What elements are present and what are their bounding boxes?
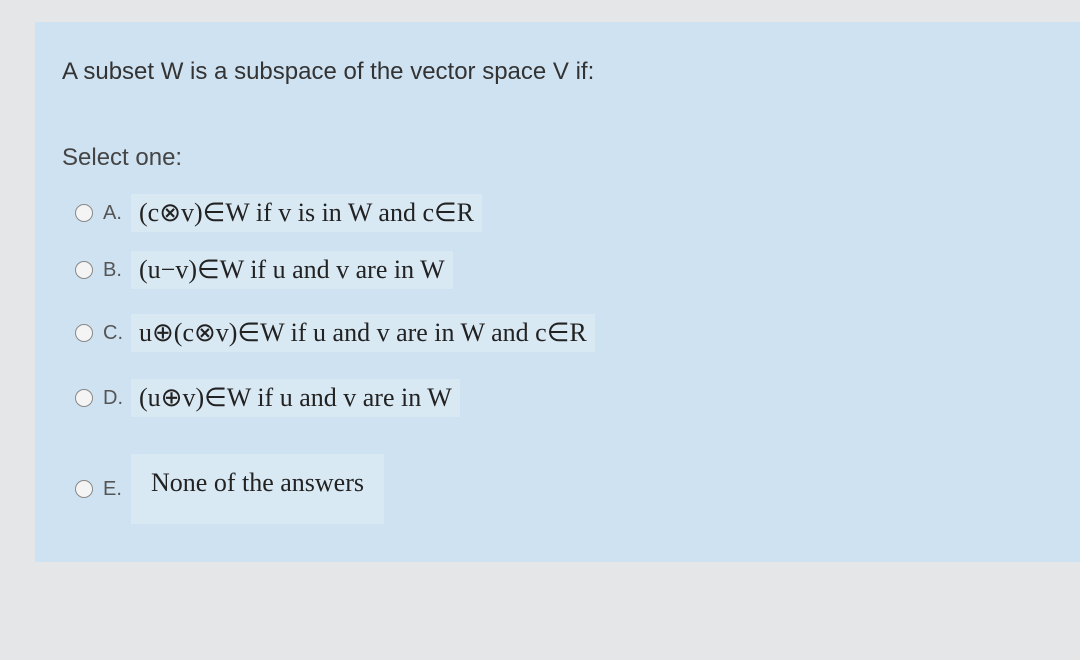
option-letter: B. — [103, 258, 122, 281]
radio-button[interactable] — [75, 324, 93, 342]
option[interactable]: E. None of the answers — [75, 454, 384, 524]
option[interactable]: D. (u⊕v)∈W if u and v are in W — [75, 379, 460, 417]
question-panel: A subset W is a subspace of the vector s… — [35, 22, 1080, 562]
radio-button[interactable] — [75, 389, 93, 407]
question-text: A subset W is a subspace of the vector s… — [62, 58, 595, 85]
option-letter: A. — [103, 201, 122, 224]
option-letter: C. — [103, 321, 123, 344]
prompt-text: Select one: — [62, 144, 183, 171]
option-text: u⊕(c⊗v)∈W if u and v are in W and c∈R — [131, 314, 595, 352]
option[interactable]: A. (c⊗v)∈W if v is in W and c∈R — [75, 194, 482, 232]
option-text: (u−v)∈W if u and v are in W — [131, 251, 453, 289]
option-text: (u⊕v)∈W if u and v are in W — [131, 379, 460, 417]
radio-button[interactable] — [75, 204, 93, 222]
option[interactable]: B. (u−v)∈W if u and v are in W — [75, 251, 453, 289]
option-text: None of the answers — [131, 454, 384, 524]
radio-button[interactable] — [75, 480, 93, 498]
radio-button[interactable] — [75, 261, 93, 279]
option-letter: D. — [103, 386, 123, 409]
option-letter: E. — [103, 477, 122, 500]
option[interactable]: C. u⊕(c⊗v)∈W if u and v are in W and c∈R — [75, 314, 595, 352]
option-text: (c⊗v)∈W if v is in W and c∈R — [131, 194, 482, 232]
